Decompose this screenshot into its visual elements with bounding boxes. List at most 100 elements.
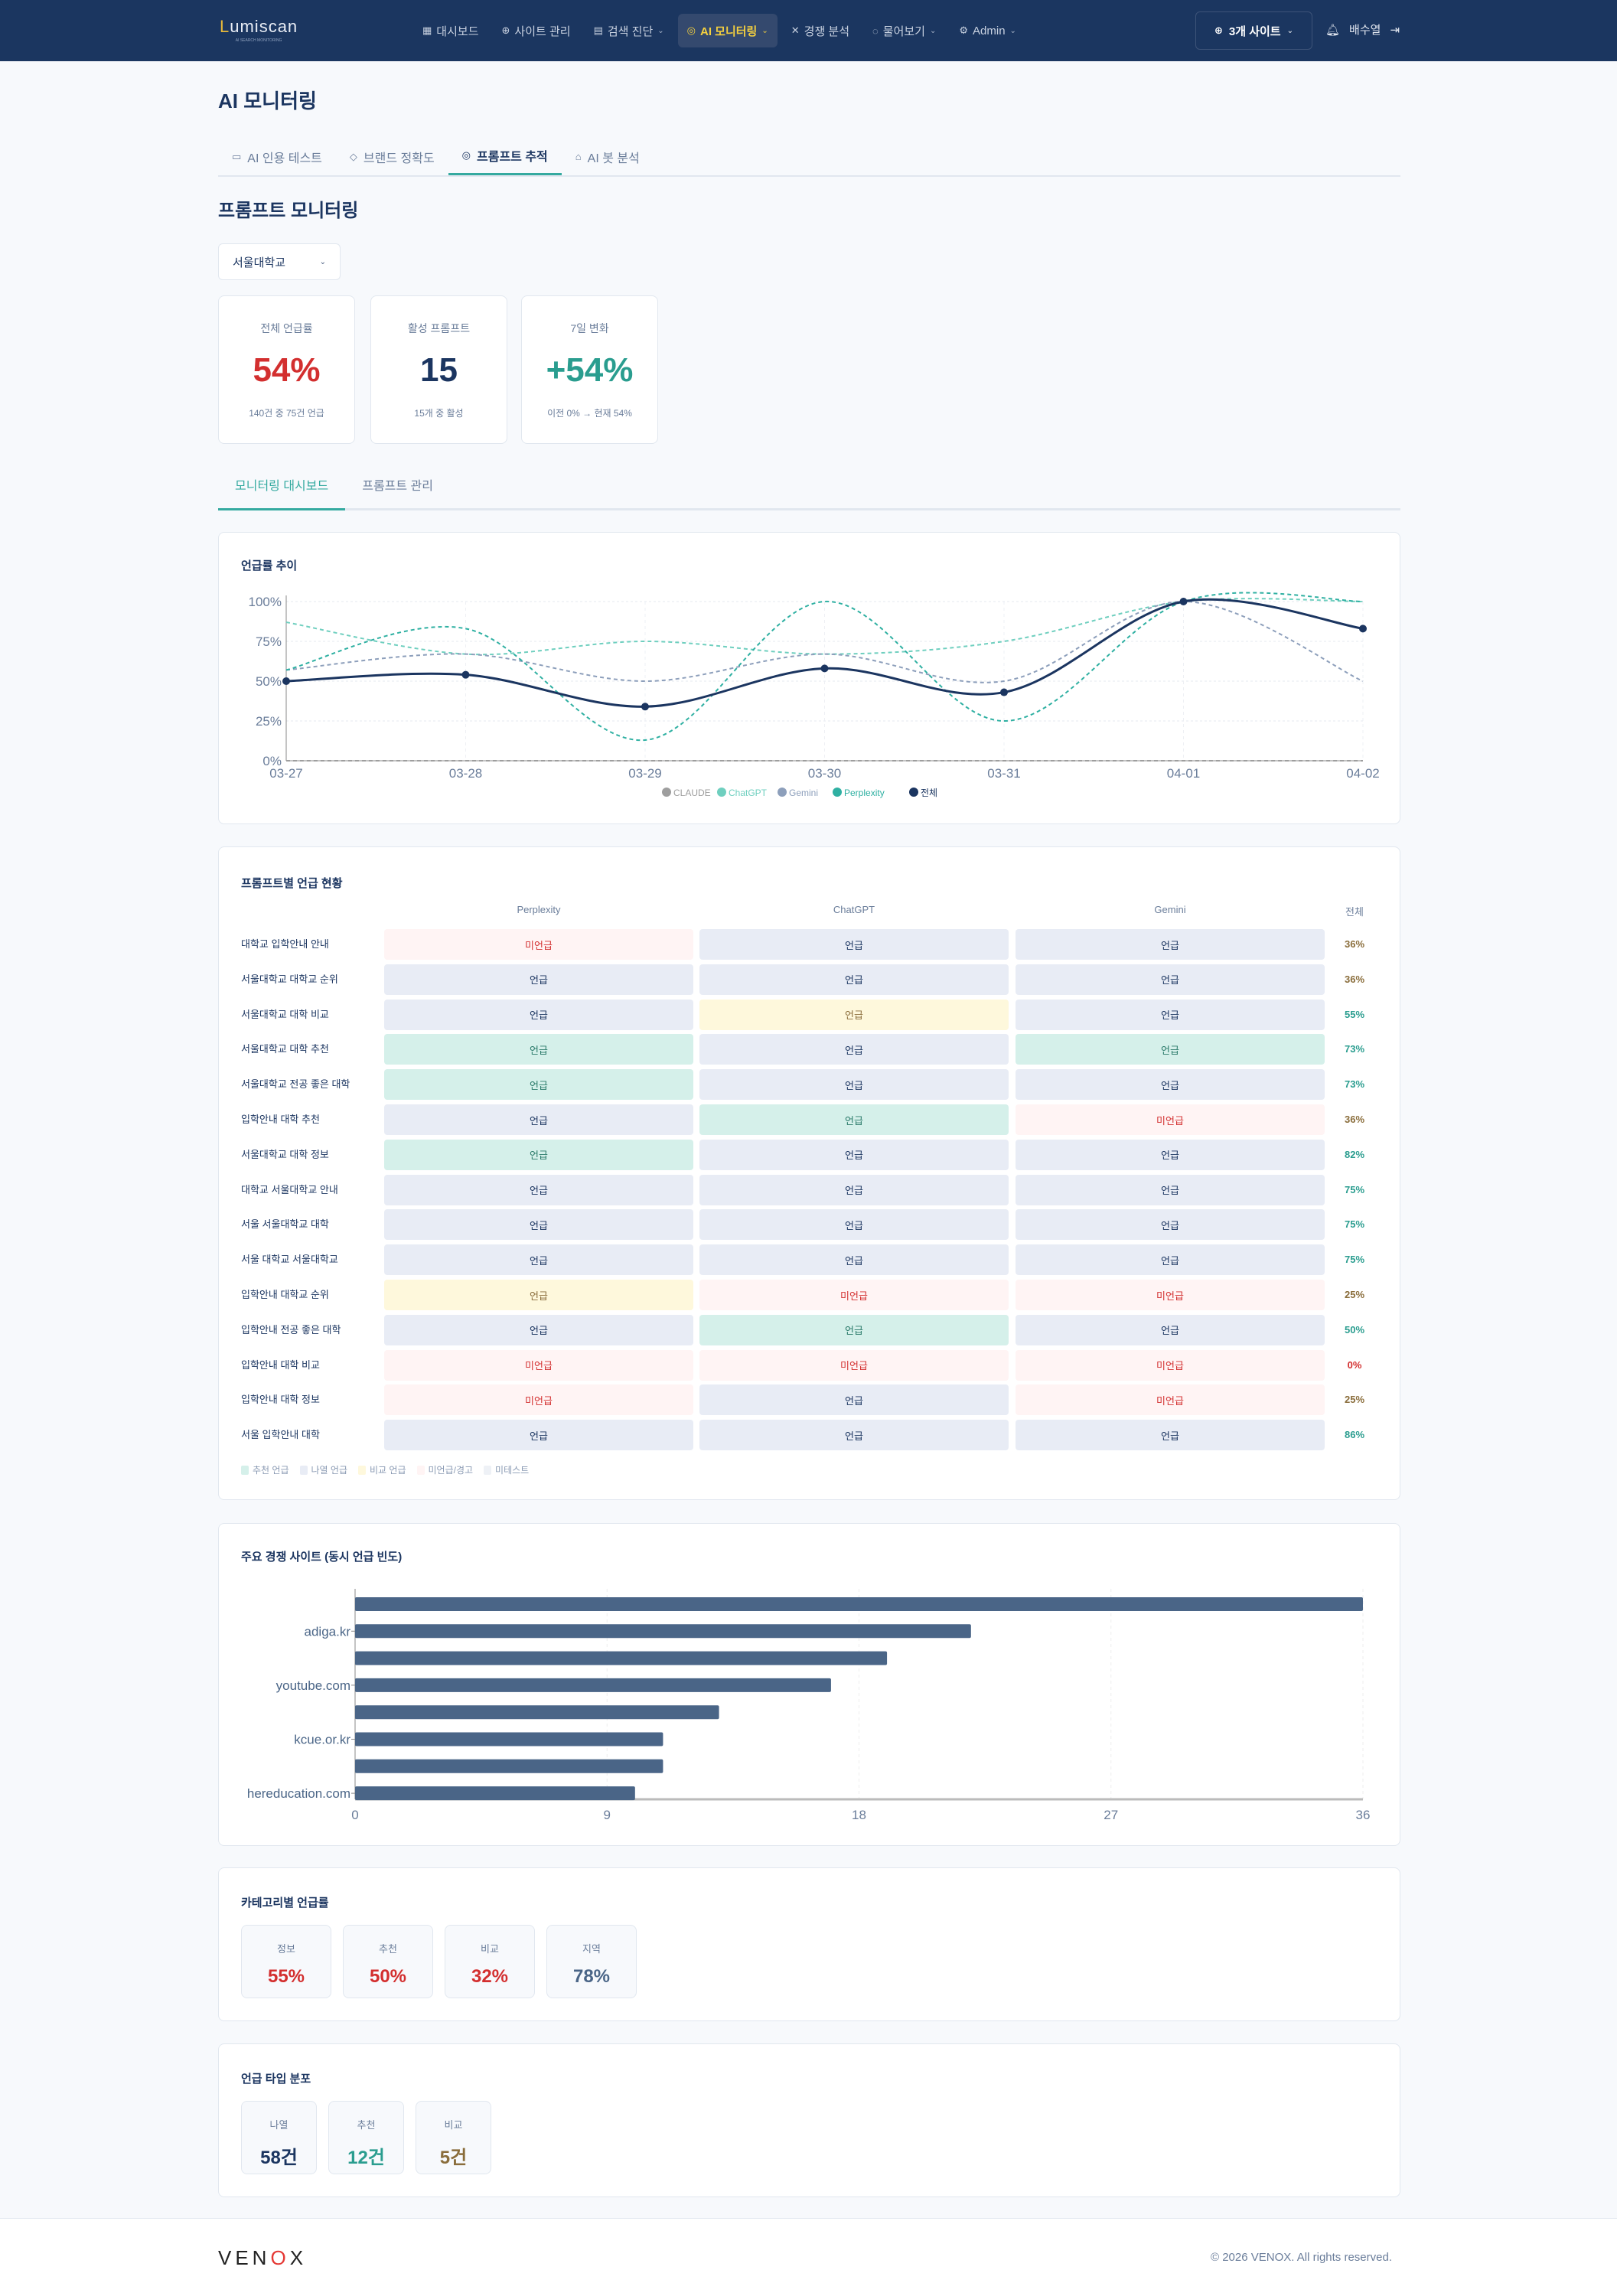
mention-cell[interactable]: 언급	[384, 1139, 693, 1170]
mention-cell[interactable]: 언급	[699, 1420, 1009, 1451]
university-select[interactable]: 서울대학교 ⌄	[218, 243, 341, 280]
mention-cell[interactable]: 언급	[1016, 1034, 1325, 1065]
mention-cell[interactable]: 미언급	[384, 1349, 693, 1381]
subtab-0[interactable]: 모니터링 대시보드	[218, 471, 346, 510]
column-header: Gemini	[1154, 904, 1186, 915]
prompt-label: 대학교 서울대학교 안내	[241, 1183, 338, 1195]
nav-item-0[interactable]: ▦ 대시보드	[413, 14, 488, 47]
mention-cell[interactable]: 언급	[1016, 999, 1325, 1030]
mention-cell[interactable]: 언급	[699, 1034, 1009, 1065]
mention-cell[interactable]: 언급	[384, 1209, 693, 1241]
grid-icon: ▦	[422, 24, 432, 36]
tab-2[interactable]: ◎ 프롬프트 추적	[448, 138, 562, 175]
mention-cell[interactable]: 미언급	[384, 929, 693, 960]
legend-swatch	[299, 1466, 308, 1475]
nav-item-5[interactable]: ◌ 물어보기 ⌄	[863, 14, 945, 47]
tab-3[interactable]: ⌂ AI 봇 분석	[562, 138, 654, 175]
prompt-label: 서울 대학교 서울대학교	[241, 1254, 338, 1266]
total-rate: 36%	[1344, 1114, 1365, 1125]
box-label: 비교	[444, 2119, 463, 2131]
prompt-label: 입학안내 대학교 순위	[241, 1289, 329, 1300]
mention-cell[interactable]: 언급	[699, 1209, 1009, 1241]
category-box: 비교 32%	[445, 1925, 535, 1998]
mention-cell[interactable]: 언급	[1016, 1069, 1325, 1101]
brain-icon: ◎	[686, 24, 696, 36]
mention-cell[interactable]: 언급	[384, 1280, 693, 1310]
mention-cell[interactable]: 언급	[699, 1244, 1009, 1276]
mention-cell[interactable]: 언급	[1016, 1209, 1325, 1241]
message-icon: ▭	[232, 150, 242, 162]
subtab-1[interactable]: 프롬프트 관리	[362, 480, 433, 493]
mention-cell[interactable]: 언급	[384, 1244, 693, 1276]
mention-cell[interactable]: 언급	[1016, 929, 1325, 960]
y-tick-label: hereducation.com	[247, 1786, 350, 1801]
nav-item-6[interactable]: ⚙ Admin ⌄	[950, 14, 1025, 47]
total-rate: 73%	[1344, 1078, 1365, 1091]
stat-label: 활성 프롬프트	[407, 322, 471, 334]
legend-label: 전체	[921, 788, 937, 798]
x-tick-label: 03-31	[987, 766, 1020, 781]
mention-cell[interactable]: 언급	[1016, 1139, 1325, 1170]
mention-cell[interactable]: 미언급	[1016, 1349, 1325, 1381]
mention-cell[interactable]: 언급	[699, 929, 1009, 960]
mention-cell[interactable]: 언급	[1016, 1174, 1325, 1205]
mention-cell[interactable]: 언급	[1016, 1314, 1325, 1345]
mention-cell[interactable]: 미언급	[384, 1384, 693, 1416]
gear-icon: ⚙	[959, 24, 969, 36]
chevron-down-icon: ⌄	[319, 257, 326, 266]
mention-cell[interactable]: 미언급	[699, 1349, 1009, 1381]
tab-0[interactable]: ▭ AI 인용 테스트	[218, 138, 336, 175]
stat-sub: 이전 0% → 현재 54%	[547, 408, 632, 419]
site-selector-button[interactable]: ⊕ 3개 사이트 ⌄	[1195, 11, 1312, 50]
mention-cell[interactable]: 언급	[699, 1314, 1009, 1345]
chat-icon: ◌	[872, 24, 879, 37]
competitor-chart-title: 주요 경쟁 사이트 (동시 언급 빈도)	[241, 1551, 403, 1564]
mention-cell[interactable]: 미언급	[699, 1280, 1009, 1310]
mention-cell[interactable]: 언급	[384, 1420, 693, 1451]
mention-cell[interactable]: 언급	[699, 1069, 1009, 1101]
mention-cell[interactable]: 언급	[384, 1314, 693, 1345]
mention-cell[interactable]: 언급	[699, 964, 1009, 995]
mention-cell[interactable]: 언급	[384, 1174, 693, 1205]
tab-1[interactable]: ◇ 브랜드 정확도	[336, 138, 448, 175]
mention-cell[interactable]: 미언급	[1016, 1280, 1325, 1310]
mention-cell[interactable]: 언급	[699, 1384, 1009, 1416]
nav-item-3[interactable]: ◎ AI 모니터링 ⌄	[677, 14, 778, 47]
site-selector-label: 3개 사이트	[1228, 24, 1281, 38]
brain-icon: ◎	[461, 149, 471, 161]
mention-cell[interactable]: 언급	[1016, 1420, 1325, 1451]
mention-cell[interactable]: 언급	[384, 1069, 693, 1101]
mention-cell[interactable]: 언급	[699, 1174, 1009, 1205]
x-tick-label: 03-29	[628, 766, 661, 781]
mention-cell[interactable]: 언급	[699, 1104, 1009, 1135]
section-title: 프롬프트 모니터링	[218, 201, 359, 221]
bell-icon[interactable]: 🔔︎	[1325, 23, 1341, 37]
mention-cell[interactable]: 언급	[1016, 964, 1325, 995]
category-box: 정보 55%	[241, 1925, 331, 1998]
bar	[355, 1597, 1363, 1611]
mention-cell[interactable]: 언급	[384, 1104, 693, 1135]
mention-cell[interactable]: 언급	[699, 1139, 1009, 1170]
logo-subtitle: AI SEARCH MONITORING	[235, 38, 282, 43]
mention-cell[interactable]: 미언급	[1016, 1104, 1325, 1135]
nav-item-2[interactable]: ▤ 검색 진단 ⌄	[585, 14, 673, 47]
mention-cell[interactable]: 언급	[699, 999, 1009, 1030]
nav-item-4[interactable]: ✕ 경쟁 분석	[782, 14, 859, 47]
nav-item-1[interactable]: ⊕ 사이트 관리	[493, 14, 580, 47]
legend-label: 나열 언급	[311, 1465, 348, 1476]
mention-type-title: 언급 타입 분포	[241, 2073, 311, 2086]
stat-sub: 15개 중 활성	[414, 408, 464, 419]
bar	[355, 1786, 635, 1801]
lumiscan-logo[interactable]: Lumiscan AI SEARCH MONITORING	[220, 17, 298, 43]
mention-cell[interactable]: 언급	[384, 1034, 693, 1065]
legend-label: CLAUDE	[673, 788, 711, 798]
stat-sub: 140건 중 75건 언급	[249, 408, 324, 419]
user-name[interactable]: 배수열	[1349, 24, 1381, 37]
logout-icon[interactable]: ⇥	[1390, 23, 1400, 37]
mention-cell[interactable]: 언급	[384, 999, 693, 1030]
mention-cell[interactable]: 언급	[1016, 1244, 1325, 1276]
mention-cell[interactable]: 언급	[384, 964, 693, 995]
legend-swatch	[662, 788, 671, 797]
box-label: 추천	[379, 1943, 397, 1955]
mention-cell[interactable]: 미언급	[1016, 1384, 1325, 1416]
